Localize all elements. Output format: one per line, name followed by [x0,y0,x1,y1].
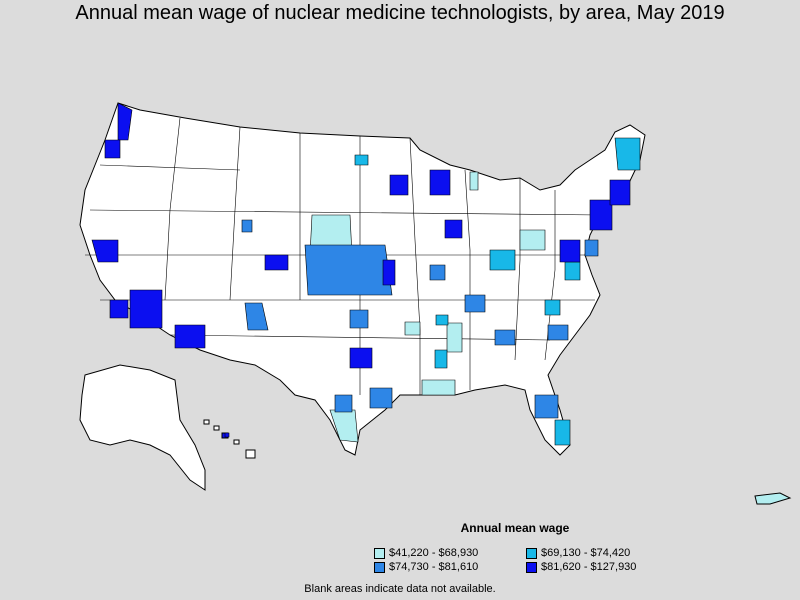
wage-areas-tier4 [91,102,631,438]
legend-swatch-tier1 [374,547,385,559]
legend-title: Annual mean wage [460,521,570,535]
legend-label-tier2: $69,130 - $74,420 [541,547,631,559]
blank-areas-note: Blank areas indicate data not available. [304,583,496,595]
legend-label-tier1: $41,220 - $68,930 [389,547,479,559]
puerto-rico [754,492,792,505]
wage-areas-tier3 [241,219,599,419]
legend-item-tier2: $69,130 - $74,420 [526,547,630,559]
legend-item-tier3: $74,730 - $81,610 [374,561,478,573]
alaska [79,364,206,491]
legend-swatch-tier4 [526,561,537,573]
legend-label-tier4: $81,620 - $127,930 [541,561,637,573]
legend-swatch-tier3 [374,561,385,573]
legend-item-tier1: $41,220 - $68,930 [374,547,478,559]
hawaii [203,419,256,459]
map-title: Annual mean wage of nuclear medicine tec… [75,2,725,24]
wage-areas-tier2 [354,137,641,446]
legend-item-tier4: $81,620 - $127,930 [526,561,636,573]
legend-swatch-tier2 [526,547,537,559]
legend-label-tier3: $74,730 - $81,610 [389,561,479,573]
